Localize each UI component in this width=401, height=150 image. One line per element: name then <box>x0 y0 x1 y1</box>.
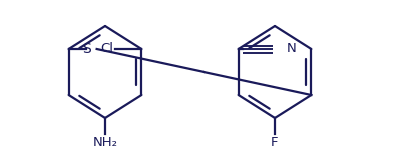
Text: Cl: Cl <box>100 42 113 56</box>
Text: S: S <box>82 42 91 56</box>
Text: N: N <box>287 42 296 56</box>
Text: NH₂: NH₂ <box>93 136 117 149</box>
Text: F: F <box>271 136 279 149</box>
